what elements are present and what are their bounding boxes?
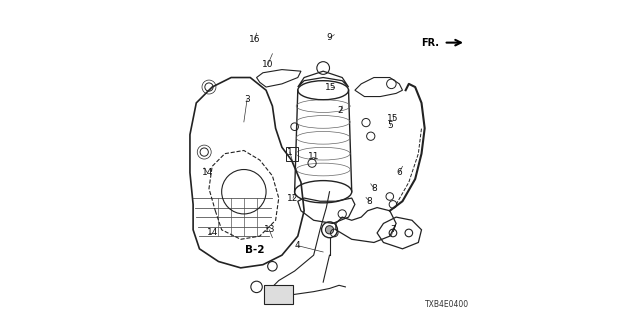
Text: 5: 5 (387, 121, 393, 130)
Text: 8: 8 (366, 197, 372, 206)
Text: 1: 1 (287, 148, 292, 156)
Text: 4: 4 (295, 241, 301, 250)
Text: 2: 2 (338, 106, 344, 115)
Text: 9: 9 (326, 33, 332, 42)
Text: B-2: B-2 (245, 245, 265, 255)
Text: 15: 15 (387, 114, 399, 123)
Text: 8: 8 (371, 184, 377, 193)
Circle shape (325, 226, 333, 234)
Text: 14: 14 (207, 228, 218, 237)
Text: TXB4E0400: TXB4E0400 (425, 300, 469, 309)
Text: 7: 7 (390, 225, 396, 234)
Text: 14: 14 (202, 168, 213, 177)
Text: 15: 15 (325, 83, 337, 92)
FancyBboxPatch shape (264, 285, 293, 304)
Text: 3: 3 (244, 95, 250, 104)
Text: FR.: FR. (421, 38, 439, 48)
Text: 6: 6 (396, 168, 402, 177)
Text: 12: 12 (287, 194, 299, 203)
Text: 10: 10 (262, 60, 273, 69)
Text: 13: 13 (264, 225, 275, 234)
Text: 16: 16 (249, 35, 260, 44)
Text: 11: 11 (308, 152, 319, 161)
